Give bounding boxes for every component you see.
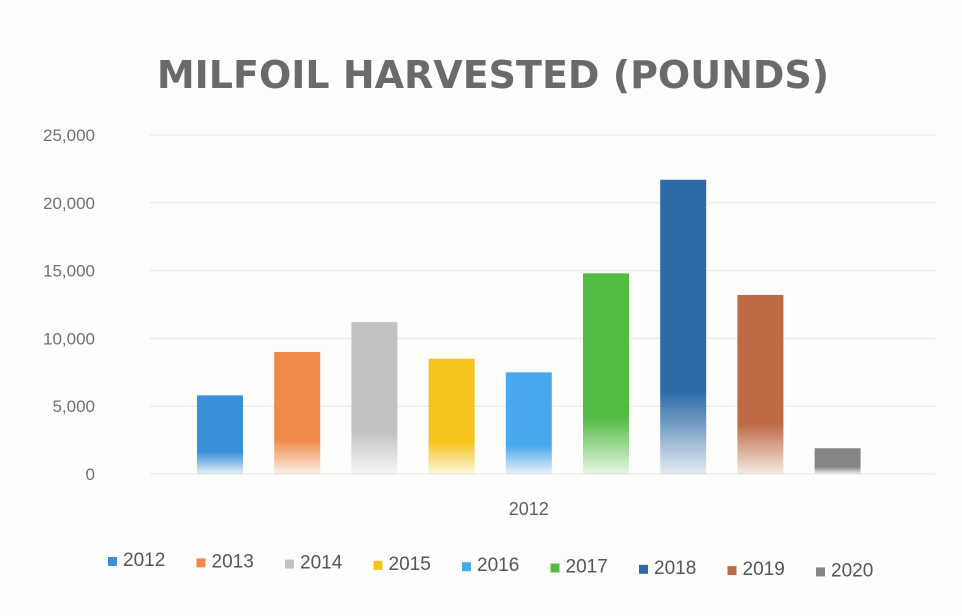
legend-item: 2019: [727, 559, 785, 580]
bar-2019: [737, 295, 784, 474]
y-tick-label: 20,000: [43, 194, 95, 213]
bar-2012: [197, 395, 243, 474]
x-category-label: 2012: [509, 499, 549, 519]
legend-item: 2018: [639, 558, 696, 579]
legend-swatch: [550, 563, 560, 573]
y-axis-ticks: 0 5,000 10,000 15,000 20,000 25,000: [43, 126, 95, 484]
bar-2015: [428, 358, 475, 474]
y-tick-label: 5,000: [52, 397, 95, 416]
y-tick-label: 25,000: [43, 126, 95, 145]
y-tick-label: 0: [86, 465, 95, 484]
legend-swatch: [373, 560, 383, 570]
legend-item: 2016: [462, 555, 519, 576]
legend-item: 2012: [108, 550, 165, 571]
chart-title: MILFOIL HARVESTED (POUNDS): [157, 53, 829, 97]
legend-swatch: [462, 562, 471, 572]
legend-label: 2012: [123, 550, 165, 571]
bar-2017: [583, 273, 629, 474]
bar-2013: [274, 351, 321, 474]
bar-2020: [814, 448, 861, 474]
legend-item: 2015: [373, 554, 431, 575]
legend-swatch: [816, 567, 825, 577]
legend-label: 2014: [300, 553, 343, 574]
bars: [197, 179, 861, 475]
legend-label: 2017: [566, 557, 608, 578]
legend-swatch: [108, 557, 117, 566]
legend-swatch: [196, 558, 206, 568]
x-axis-categories: 2012: [509, 499, 549, 519]
bar-2016: [505, 372, 552, 474]
bar-2014: [351, 322, 398, 474]
legend: 2012 2013 2014 2015 2016 2017 2018 2019 2020: [108, 550, 873, 581]
legend-item: 2017: [550, 557, 608, 578]
legend-label: 2015: [389, 554, 431, 575]
legend-label: 2016: [477, 555, 519, 576]
legend-item: 2020: [816, 560, 873, 581]
legend-item: 2013: [196, 551, 254, 572]
legend-swatch: [727, 566, 737, 576]
legend-label: 2020: [831, 560, 873, 581]
y-tick-label: 15,000: [43, 262, 95, 281]
bar-2018: [660, 179, 707, 475]
legend-swatch: [639, 564, 648, 574]
legend-label: 2018: [654, 558, 696, 579]
y-tick-label: 10,000: [43, 329, 95, 348]
legend-swatch: [285, 559, 294, 569]
legend-label: 2019: [743, 559, 785, 580]
legend-item: 2014: [285, 553, 343, 574]
legend-label: 2013: [212, 551, 254, 572]
